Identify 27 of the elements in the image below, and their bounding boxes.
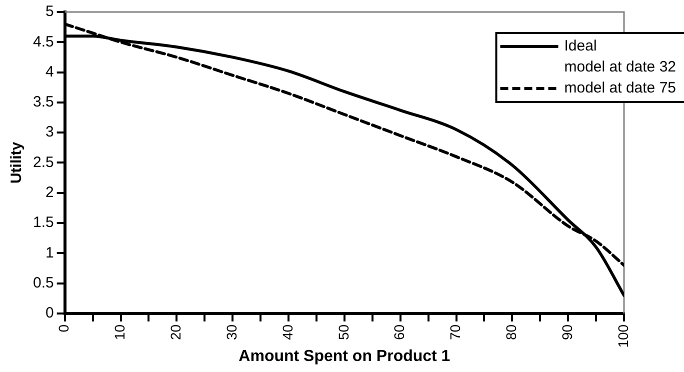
y-tick-label: 1.5: [32, 214, 54, 232]
y-tick-label: 0.5: [32, 274, 54, 292]
x-tick-label: 100: [614, 324, 631, 348]
y-tick-label: 2.5: [32, 154, 54, 171]
y-tick-label: 3.5: [32, 94, 54, 111]
x-tick-label: 80: [503, 324, 520, 340]
text: model at date 32: [564, 58, 676, 76]
legend-label: model at date 75: [564, 80, 676, 97]
y-axis-title: Utility: [8, 141, 26, 184]
y-tick-label: 3: [46, 124, 54, 141]
x-tick-label: 60: [391, 324, 408, 340]
x-tick-label: 10: [112, 324, 128, 340]
x-tick-label: 90: [558, 324, 575, 340]
y-tick-label: 0: [46, 304, 54, 322]
x-tick-label: 40: [279, 324, 296, 340]
legend-label: Ideal: [564, 38, 597, 55]
x-tick-label: 70: [447, 324, 464, 340]
x-tick-label: 0: [56, 324, 72, 332]
x-axis-title: Amount Spent on Product 1: [238, 348, 450, 365]
x-tick-label: 50: [335, 324, 352, 340]
y-tick-label: 5: [46, 3, 54, 20]
y-tick-label: 2: [46, 184, 54, 202]
x-tick-label: 30: [223, 324, 240, 340]
y-tick-label: 4: [46, 63, 54, 80]
x-tick-label: 20: [168, 324, 184, 340]
y-tick-label: 4.5: [32, 33, 54, 50]
y-tick-label: 1: [46, 244, 54, 262]
